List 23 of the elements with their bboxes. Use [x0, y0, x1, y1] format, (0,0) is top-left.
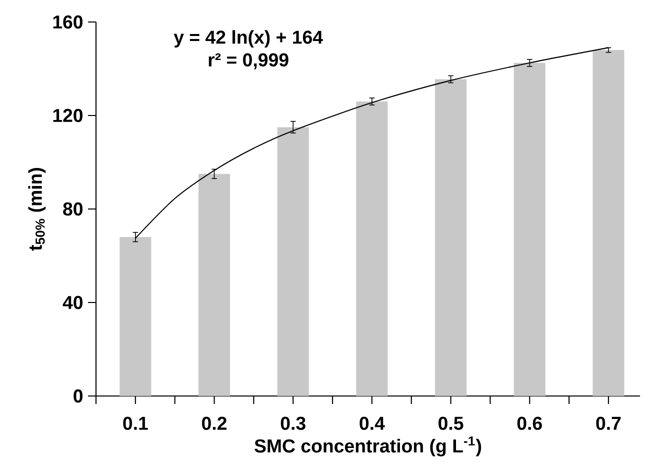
y-tick-label: 120 — [53, 108, 83, 122]
bar — [514, 62, 546, 396]
x-tick-label: 0.6 — [517, 416, 542, 430]
x-tick-label: 0.4 — [360, 416, 385, 430]
annotation: r² = 0,999 — [208, 53, 288, 70]
y-tick-label: 40 — [62, 296, 83, 310]
bar — [277, 127, 309, 396]
bar — [435, 79, 467, 396]
bar — [198, 174, 230, 396]
annotation: y = 42 ln(x) + 164 — [174, 30, 323, 48]
x-tick-label: 0.5 — [438, 416, 464, 430]
x-tick-label: 0.2 — [202, 416, 226, 430]
y-tick-label: 0 — [74, 389, 83, 403]
x-axis-title: SMC concentration (g L$^{-1}$) — [254, 436, 482, 456]
bar — [120, 237, 152, 396]
x-tick-label: 0.7 — [596, 416, 621, 430]
x-tick-label: 0.1 — [123, 416, 148, 430]
y-axis-title: t$_{50%}$ (min) — [28, 168, 46, 251]
y-tick-label: 160 — [53, 15, 83, 29]
y-tick-label: 80 — [63, 202, 83, 216]
bar — [356, 101, 388, 396]
bar — [592, 50, 624, 396]
x-tick-label: 0.3 — [280, 416, 306, 430]
